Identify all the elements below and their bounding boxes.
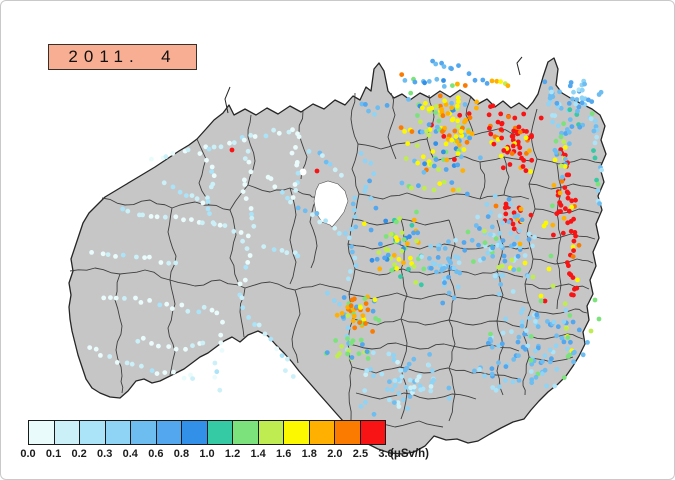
legend-tick-label: 1.4 [250, 448, 266, 460]
legend-tick-label: 0.2 [71, 448, 87, 460]
legend-tick-label: 1.6 [276, 448, 292, 460]
date-label-text: 2011. 4 [68, 47, 177, 66]
legend-swatch [232, 421, 258, 444]
legend-tick-label: 1.0 [199, 448, 215, 460]
date-label: 2011. 4 [48, 44, 197, 70]
legend-swatch [155, 421, 181, 444]
legend-tick-label: 0.4 [122, 448, 138, 460]
legend-tick-label: 0.3 [97, 448, 113, 460]
legend-swatch [181, 421, 207, 444]
legend-tick-label: 2.0 [327, 448, 343, 460]
legend-tick-label: 0.1 [45, 448, 62, 460]
legend-swatch [257, 421, 283, 444]
legend-swatch [359, 421, 385, 444]
legend-swatch [334, 421, 360, 444]
legend-tick-label: 0.8 [173, 448, 190, 460]
legend-color-bar [28, 420, 386, 445]
legend-swatch [130, 421, 156, 444]
legend-swatch [283, 421, 309, 444]
legend-swatch [79, 421, 105, 444]
lake-inawashiro [299, 168, 349, 228]
legend-swatch [104, 421, 130, 444]
legend-tick-label: 2.5 [352, 448, 369, 460]
measurement-dots [87, 58, 604, 417]
legend-swatch [29, 421, 54, 444]
legend-swatch [53, 421, 79, 444]
legend-tick-label: 1.2 [224, 448, 241, 460]
legend-tick-label: 3.0 [378, 448, 394, 460]
prefecture-land [68, 57, 607, 455]
legend-tick-label: 1.8 [301, 448, 317, 460]
legend-swatch [206, 421, 232, 444]
legend-unit-label: (μSv/h) [390, 448, 429, 460]
legend-tick-label: 0.6 [148, 448, 164, 460]
color-scale-legend: 0.0 0.1 0.2 0.3 0.4 0.6 0.8 1.0 1.2 1.4 1.6 1.8 2.0 2… [20, 420, 468, 465]
legend-tick-label: 0.0 [20, 448, 36, 460]
legend-swatch [308, 421, 334, 444]
